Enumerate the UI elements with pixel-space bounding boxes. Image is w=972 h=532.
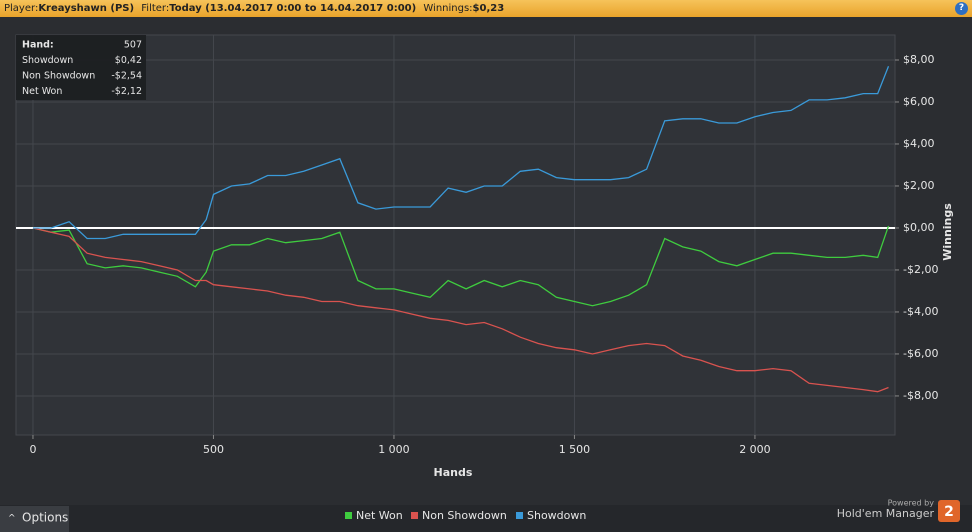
- powered-by: Powered by: [888, 499, 935, 508]
- x-tick-label: 1 000: [378, 443, 410, 456]
- y-tick-label: $8,00: [903, 53, 935, 66]
- legend-label: Net Won: [356, 509, 403, 522]
- options-label: Options: [22, 511, 68, 525]
- y-tick-label: -$2,00: [903, 263, 938, 276]
- legend-label: Showdown: [527, 509, 586, 522]
- tooltip-label: Hand:: [22, 40, 54, 51]
- tooltip-label: Net Won: [22, 86, 62, 97]
- y-tick-label: $2,00: [903, 179, 935, 192]
- y-tick-label: $4,00: [903, 137, 935, 150]
- brand: Hold'em Manager: [837, 507, 935, 520]
- legend-swatch: [411, 512, 418, 519]
- options-button[interactable]: [0, 506, 69, 532]
- series-line: [33, 66, 890, 240]
- player-label: Player:: [4, 3, 39, 14]
- legend-label: Non Showdown: [422, 509, 507, 522]
- x-axis-label: Hands: [434, 466, 473, 479]
- header-bar: Player:Kreayshawn (PS) Filter:Today (13.…: [0, 0, 972, 17]
- footer-bar: [0, 505, 972, 532]
- winnings-value: $0,23: [472, 3, 505, 14]
- y-tick-label: -$6,00: [903, 347, 938, 360]
- x-tick-label: 0: [29, 443, 36, 456]
- x-tick-label: 500: [203, 443, 224, 456]
- legend-swatch: [516, 512, 523, 519]
- brand-logo: [938, 500, 960, 522]
- player-value: Kreayshawn (PS): [38, 3, 135, 14]
- y-tick-label: -$4,00: [903, 305, 938, 318]
- tooltip-label: Showdown: [22, 55, 73, 66]
- legend-swatch: [345, 512, 352, 519]
- tooltip-box: [16, 35, 146, 100]
- x-tick-label: 2 000: [739, 443, 771, 456]
- options-arrow: ^: [8, 514, 16, 524]
- tooltip-value: -$2,12: [111, 86, 142, 97]
- y-tick-label: -$8,00: [903, 389, 938, 402]
- y-axis-label: Winnings: [941, 203, 954, 261]
- filter-label: Filter:: [141, 3, 170, 14]
- winnings-label: Winnings:: [423, 3, 473, 14]
- tooltip-value: -$2,54: [111, 71, 142, 82]
- y-tick-label: $6,00: [903, 95, 935, 108]
- series-line: [32, 227, 889, 393]
- tooltip-value: $0,42: [115, 55, 142, 66]
- plot-area: [15, 34, 896, 436]
- tooltip-value: 507: [124, 40, 142, 51]
- x-tick-label: 1 500: [559, 443, 591, 456]
- help-button[interactable]: ?: [955, 2, 968, 15]
- y-tick-label: $0,00: [903, 221, 935, 234]
- brand-logo-text: 2: [944, 504, 954, 520]
- filter-value: Today (13.04.2017 0:00 to 14.04.2017 0:0…: [169, 3, 417, 14]
- series-line: [32, 225, 890, 307]
- tooltip-label: Non Showdown: [22, 71, 95, 82]
